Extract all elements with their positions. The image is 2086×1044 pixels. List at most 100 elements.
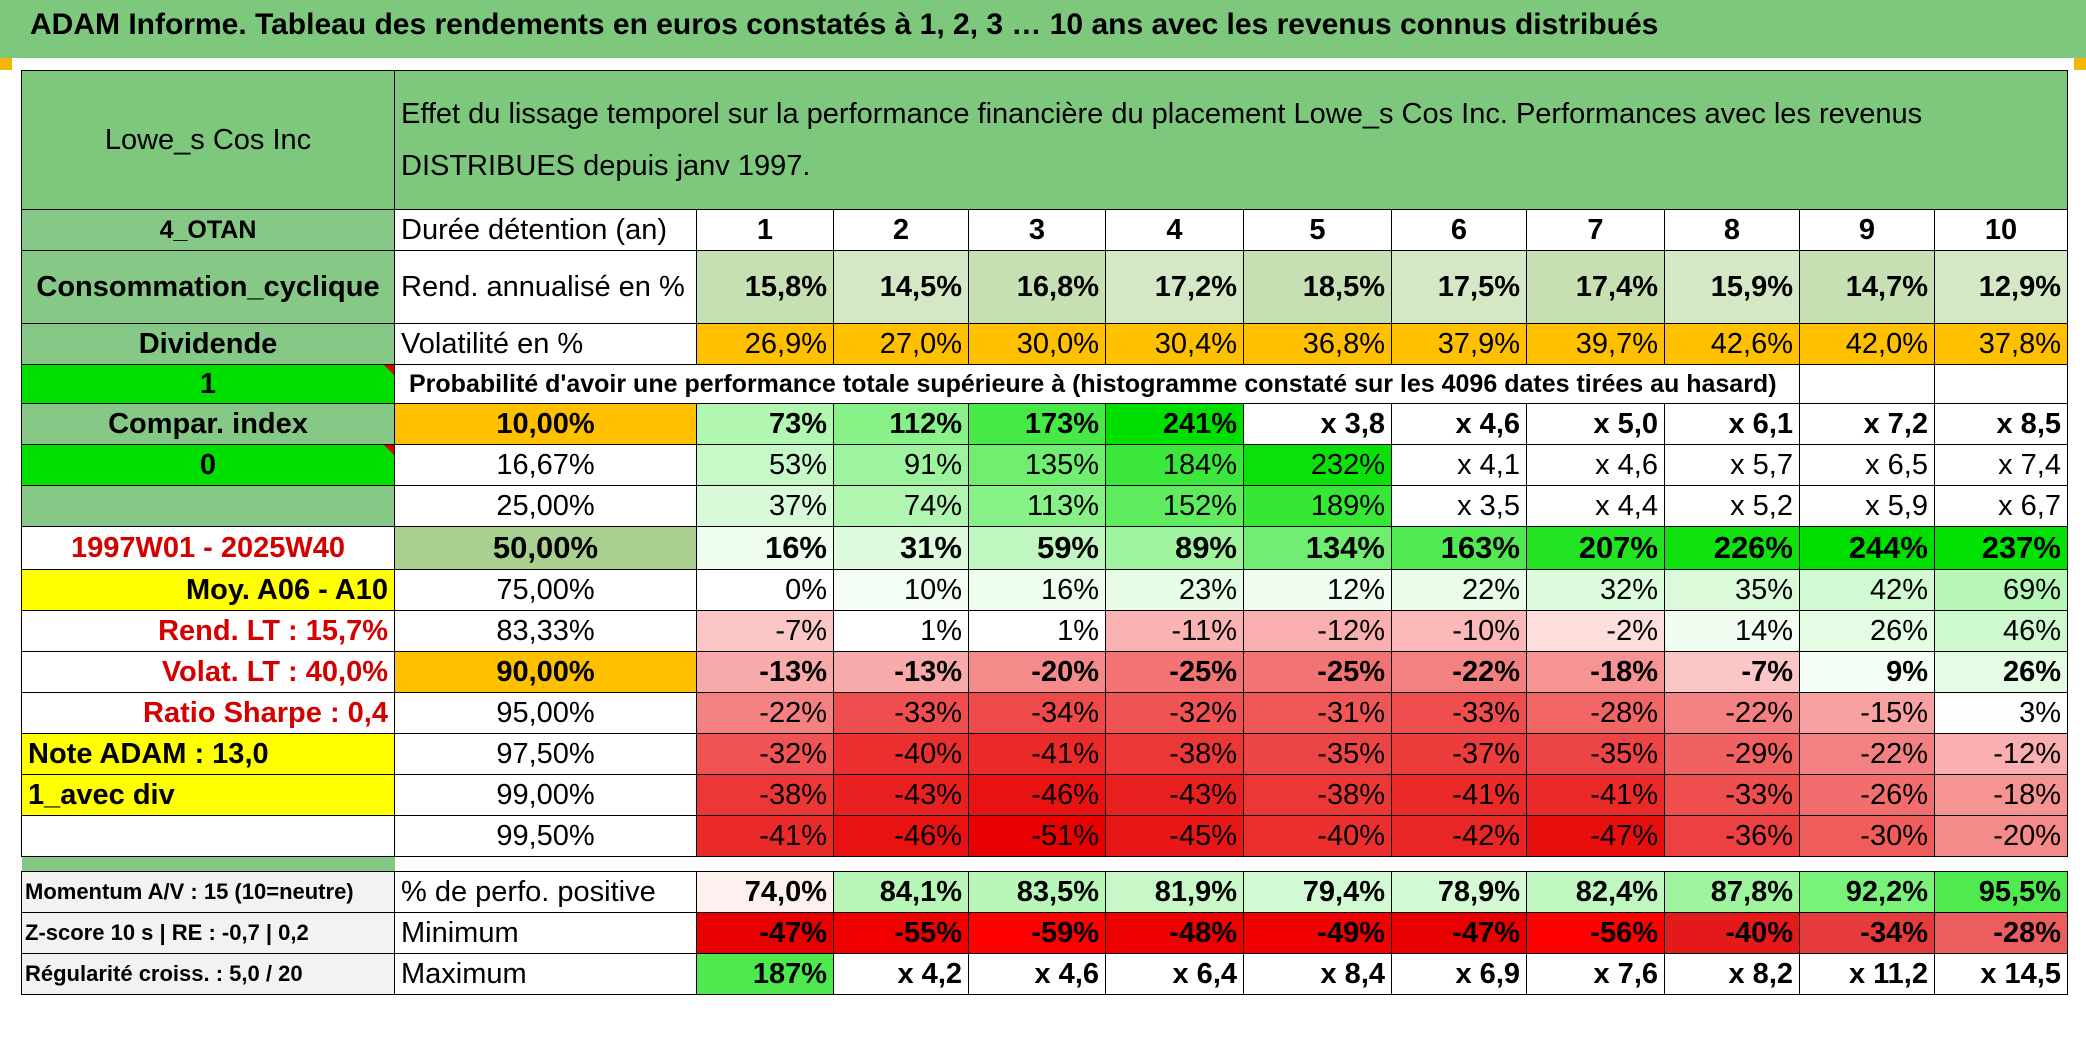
pos-value: 79,4% <box>1243 871 1392 913</box>
year-header: 6 <box>1391 209 1527 251</box>
quantile-value: -35% <box>1243 733 1392 775</box>
frame-corner-marker <box>2074 58 2086 70</box>
metric-label: Minimum <box>394 912 697 954</box>
year-header: 7 <box>1526 209 1665 251</box>
pos-value: 82,4% <box>1526 871 1665 913</box>
rend-value: 18,5% <box>1243 250 1392 324</box>
quantile-value: 37% <box>696 485 834 527</box>
quantile-value: -7% <box>1664 651 1800 693</box>
rend-value: 17,2% <box>1105 250 1244 324</box>
quantile-value: 35% <box>1664 569 1800 611</box>
vol-value: 26,9% <box>696 323 834 365</box>
performance-table: Lowe_s Cos Inc Effet du lissage temporel… <box>21 70 2068 995</box>
quantile-value: -42% <box>1391 815 1527 857</box>
quantile-value: -47% <box>1526 815 1665 857</box>
quantile-value: 32% <box>1526 569 1665 611</box>
quantile-value: -33% <box>1664 774 1800 816</box>
note-adam-label: Note ADAM : 13,0 <box>21 733 395 775</box>
quantile-value: -22% <box>696 692 834 734</box>
vol-value: 37,9% <box>1391 323 1527 365</box>
max-value: x 6,9 <box>1391 953 1527 995</box>
quantile-value: -29% <box>1664 733 1800 775</box>
quantile-value: -41% <box>1526 774 1665 816</box>
quantile-value: 73% <box>696 403 834 445</box>
quantile-value: -28% <box>1526 692 1665 734</box>
quantile-value: -13% <box>696 651 834 693</box>
rend-lt-label: Rend. LT : 15,7% <box>21 610 395 652</box>
flag-one: 1 <box>21 364 395 404</box>
quantile-value: -31% <box>1243 692 1392 734</box>
empty-side-cell <box>21 485 395 527</box>
quantile-label: 75,00% <box>394 569 697 611</box>
quantile-value: 26% <box>1799 610 1935 652</box>
quantile-value: -34% <box>968 692 1106 734</box>
min-value: -34% <box>1799 912 1935 954</box>
vol-value: 27,0% <box>833 323 969 365</box>
pos-value: 74,0% <box>696 871 834 913</box>
quantile-label: 90,00% <box>394 651 697 693</box>
quantile-value: x 4,6 <box>1526 444 1665 486</box>
quantile-value: -26% <box>1799 774 1935 816</box>
quantile-value: 244% <box>1799 526 1935 570</box>
min-value: -47% <box>1391 912 1527 954</box>
empty-cell <box>1799 364 1935 404</box>
quantile-value: -37% <box>1391 733 1527 775</box>
quantile-value: -12% <box>1243 610 1392 652</box>
quantile-value: 74% <box>833 485 969 527</box>
quantile-value: 135% <box>968 444 1106 486</box>
year-header: 10 <box>1934 209 2068 251</box>
quantile-value: -45% <box>1105 815 1244 857</box>
year-header: 2 <box>833 209 969 251</box>
quantile-value: 163% <box>1391 526 1527 570</box>
side-metric-label: Régularité croiss. : 5,0 / 20 <box>21 953 395 995</box>
quantile-value: x 5,7 <box>1664 444 1800 486</box>
quantile-value: 112% <box>833 403 969 445</box>
year-header: 3 <box>968 209 1106 251</box>
compar-index-label: Compar. index <box>21 403 395 445</box>
rend-value: 14,7% <box>1799 250 1935 324</box>
year-header: 8 <box>1664 209 1800 251</box>
quantile-value: -25% <box>1105 651 1244 693</box>
vol-label: Volatilité en % <box>394 323 697 365</box>
year-header: 9 <box>1799 209 1935 251</box>
sector-label: Consommation_cyclique <box>21 250 395 324</box>
quantile-value: 53% <box>696 444 834 486</box>
quantile-value: x 8,5 <box>1934 403 2068 445</box>
quantile-value: 26% <box>1934 651 2068 693</box>
quantile-value: -12% <box>1934 733 2068 775</box>
quantile-value: x 6,1 <box>1664 403 1800 445</box>
vol-value: 37,8% <box>1934 323 2068 365</box>
quantile-value: 173% <box>968 403 1106 445</box>
quantile-value: 3% <box>1934 692 2068 734</box>
table-description: Effet du lissage temporel sur la perform… <box>394 70 2068 210</box>
quantile-value: 113% <box>968 485 1106 527</box>
metric-label: Maximum <box>394 953 697 995</box>
pos-value: 87,8% <box>1664 871 1800 913</box>
quantile-value: 237% <box>1934 526 2068 570</box>
quantile-value: -41% <box>1391 774 1527 816</box>
mode-label: 1_avec div <box>21 774 395 816</box>
frame-corner-marker <box>0 58 12 70</box>
quantile-value: -38% <box>1105 733 1244 775</box>
quantile-label: 83,33% <box>394 610 697 652</box>
quantile-value: -22% <box>1391 651 1527 693</box>
quantile-value: x 4,4 <box>1526 485 1665 527</box>
quantile-value: 232% <box>1243 444 1392 486</box>
quantile-value: -2% <box>1526 610 1665 652</box>
quantile-value: 152% <box>1105 485 1244 527</box>
quantile-value: x 7,4 <box>1934 444 2068 486</box>
quantile-value: -36% <box>1664 815 1800 857</box>
period-label: 1997W01 - 2025W40 <box>21 526 395 570</box>
sharpe-label: Ratio Sharpe : 0,4 <box>21 692 395 734</box>
side-metric-label: Momentum A/V : 15 (10=neutre) <box>21 871 395 913</box>
min-value: -55% <box>833 912 969 954</box>
quantile-value: 89% <box>1105 526 1244 570</box>
quantile-value: 189% <box>1243 485 1392 527</box>
quantile-value: -30% <box>1799 815 1935 857</box>
quantile-value: x 6,5 <box>1799 444 1935 486</box>
quantile-value: -15% <box>1799 692 1935 734</box>
quantile-value: 14% <box>1664 610 1800 652</box>
quantile-label: 99,50% <box>394 815 697 857</box>
quantile-value: 59% <box>968 526 1106 570</box>
quantile-value: -38% <box>696 774 834 816</box>
